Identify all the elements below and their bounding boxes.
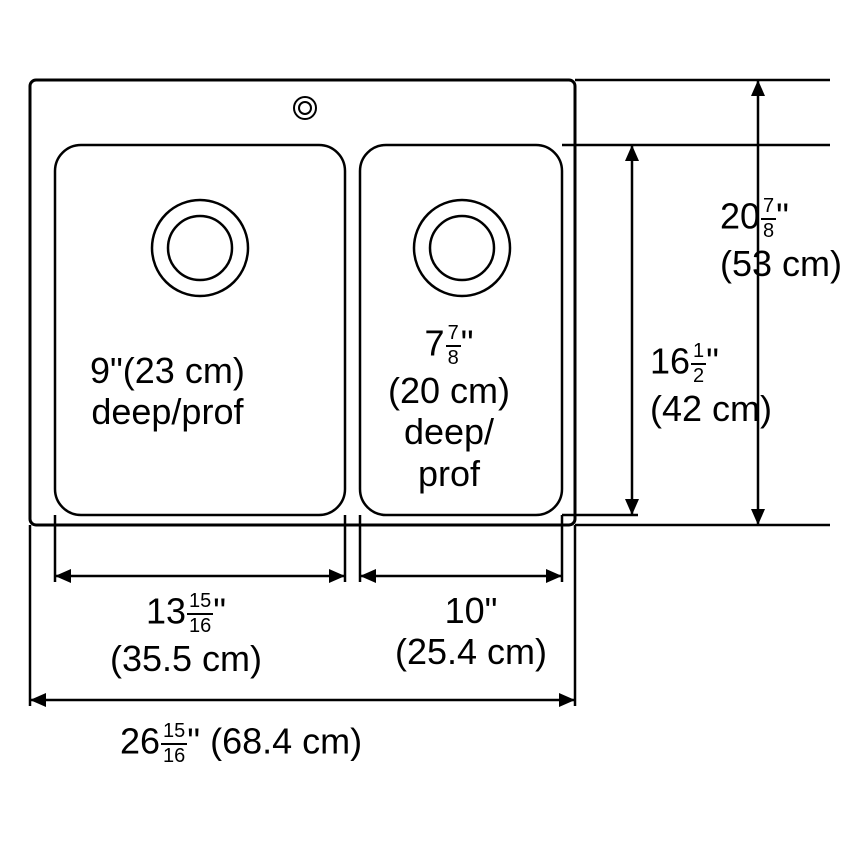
right-width-label: 10" (25.4 cm) [395,590,547,673]
left-width-label: 131516" (35.5 cm) [110,590,262,679]
total-width-label: 261516" (68.4 cm) [120,720,362,768]
left-depth-label: 9"(23 cm) deep/prof [90,350,245,433]
bowl-height-label: 1612" (42 cm) [650,340,772,429]
total-height-label: 2078" (53 cm) [720,195,842,284]
right-depth-label: 778" (20 cm) deep/ prof [388,322,510,494]
